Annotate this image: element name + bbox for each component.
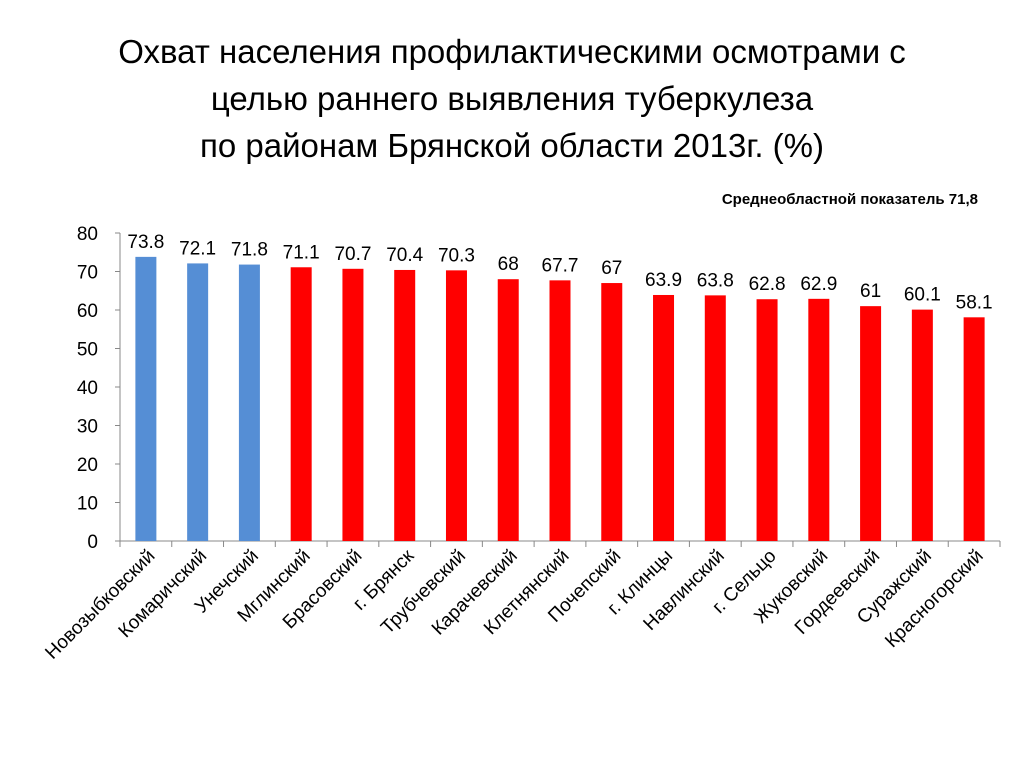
data-label: 62.9 (800, 274, 837, 295)
data-label: 62.8 (749, 274, 786, 295)
y-tick-label: 80 (77, 224, 98, 245)
bar (808, 298, 830, 541)
bar (704, 295, 726, 541)
data-label: 70.7 (334, 244, 371, 265)
y-tick-label: 60 (77, 301, 98, 322)
data-label: 71.1 (283, 242, 320, 263)
title-line-1: Охват населения профилактическими осмотр… (118, 33, 906, 70)
bar (653, 294, 675, 541)
data-label: 73.8 (127, 232, 164, 253)
chart-title: Охват населения профилактическими осмотр… (40, 28, 984, 169)
bar (911, 309, 933, 541)
data-label: 70.4 (386, 245, 423, 266)
data-label: 63.9 (645, 270, 682, 291)
title-line-3: по районам Брянской области 2013г. (%) (200, 127, 824, 164)
data-label: 67.7 (542, 255, 579, 276)
data-label: 71.8 (231, 240, 268, 261)
bar (963, 317, 985, 541)
y-tick-label: 50 (77, 340, 98, 361)
bar (549, 280, 571, 541)
bar (238, 264, 260, 541)
y-tick-label: 40 (77, 378, 98, 399)
title-line-2: целью раннего выявления туберкулеза (210, 80, 814, 117)
data-label: 58.1 (956, 292, 993, 313)
average-note: Среднеобластной показатель 71,8 (721, 191, 978, 208)
bar (497, 279, 519, 541)
y-tick-label: 30 (77, 417, 98, 438)
bar (601, 283, 623, 541)
data-label: 70.3 (438, 245, 475, 266)
bar (135, 256, 157, 541)
y-tick-label: 10 (77, 494, 98, 515)
bar (342, 268, 364, 541)
bar (187, 263, 209, 541)
data-label: 68 (498, 254, 519, 275)
bar (860, 306, 882, 541)
bar (290, 267, 312, 541)
data-label: 67 (601, 258, 622, 279)
y-tick-label: 0 (87, 532, 98, 553)
bar (756, 299, 778, 541)
data-label: 61 (860, 281, 881, 302)
bar (394, 269, 416, 541)
y-tick-label: 20 (77, 455, 98, 476)
data-label: 63.8 (697, 270, 734, 291)
y-tick-label: 70 (77, 263, 98, 284)
bar (445, 270, 467, 541)
data-label: 60.1 (904, 285, 941, 306)
data-label: 72.1 (179, 238, 216, 259)
